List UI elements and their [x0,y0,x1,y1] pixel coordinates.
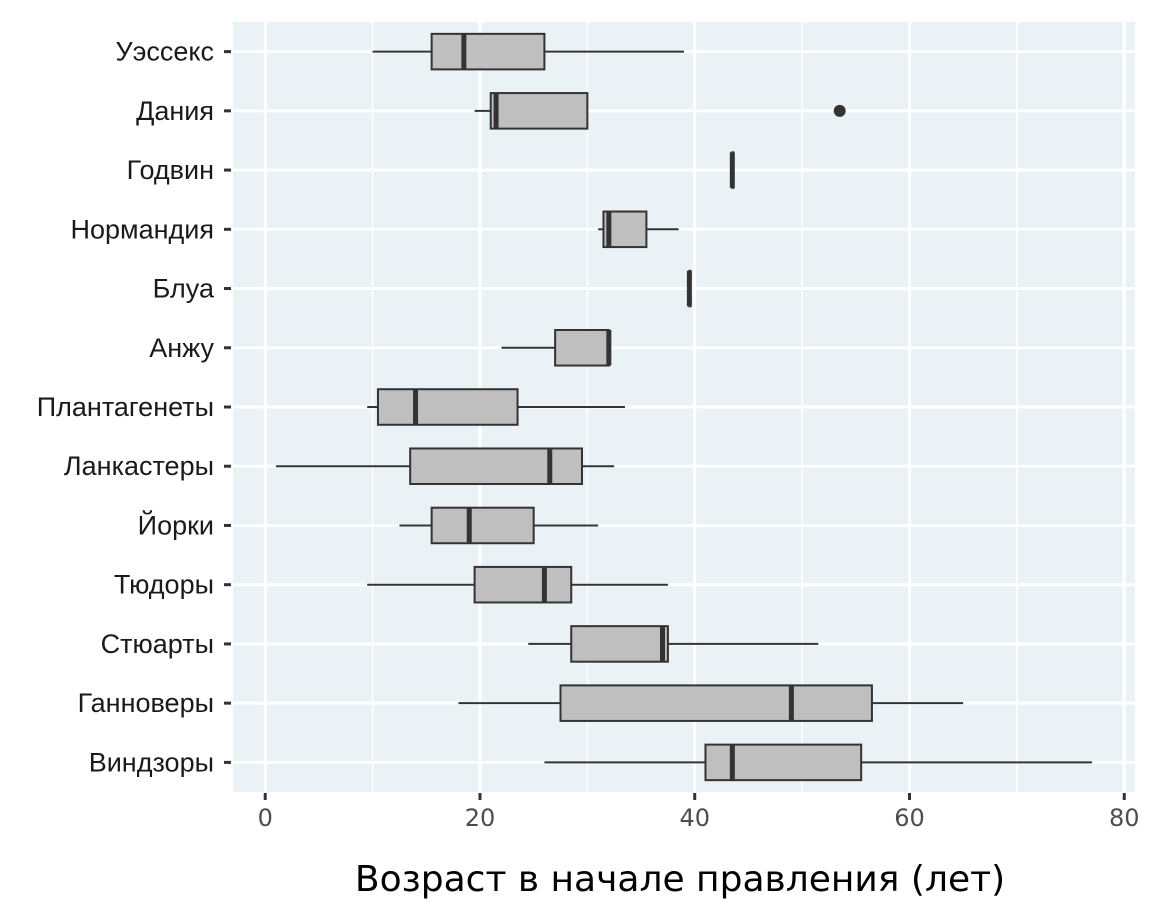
box-2 [474,92,846,130]
box-3 [729,151,735,189]
y-tick-label: Виндзоры [89,747,214,777]
y-tick-label: Годвин [127,155,214,185]
x-axis: 0 20 40 60 80 [258,793,1140,832]
y-tick-label: Блуа [153,274,215,304]
x-tick-label: 80 [1109,804,1140,832]
box-1 [372,32,684,71]
y-tick-label: Анжу [149,333,214,363]
box-iqr [376,388,519,426]
box-iqr [430,506,535,545]
outlier-point [833,104,846,117]
box-6 [501,329,612,367]
box-12 [458,684,964,722]
box-iqr [489,92,589,130]
box-13 [544,743,1093,782]
y-tick-label: Нормандия [71,214,214,244]
y-tick-label: Плантагенеты [37,392,214,422]
box-7 [367,388,625,426]
box-iqr [554,329,610,367]
box-iqr [559,684,873,722]
x-axis-title: Возраст в начале правления (лет) [355,859,1005,900]
box-11 [528,625,819,663]
box-iqr [473,565,573,604]
y-tick-label: Стюарты [101,629,214,659]
x-tick-label: 40 [679,804,710,832]
box-iqr [704,743,863,782]
y-axis: Уэссекс Дания Годвин Нормандия Блуа Анжу Плант… [37,37,231,777]
y-tick-label: Дания [136,96,214,126]
box-iqr [409,447,583,486]
box-10 [367,565,668,604]
y-tick-label: Тюдоры [114,570,214,600]
x-tick-label: 20 [465,804,496,832]
y-tick-label: Йорки [138,509,214,540]
x-tick-label: 60 [894,804,925,832]
box-8 [275,447,615,486]
y-tick-label: Ганноверы [78,688,214,718]
box-iqr [430,32,546,71]
box-iqr [570,625,669,663]
boxes-layer [275,32,1093,782]
y-tick-label: Уэссекс [115,37,214,67]
x-tick-label: 0 [258,804,273,832]
box-4 [598,210,679,249]
box-5 [686,269,692,308]
box-9 [399,506,599,545]
y-tick-label: Ланкастеры [64,451,214,481]
